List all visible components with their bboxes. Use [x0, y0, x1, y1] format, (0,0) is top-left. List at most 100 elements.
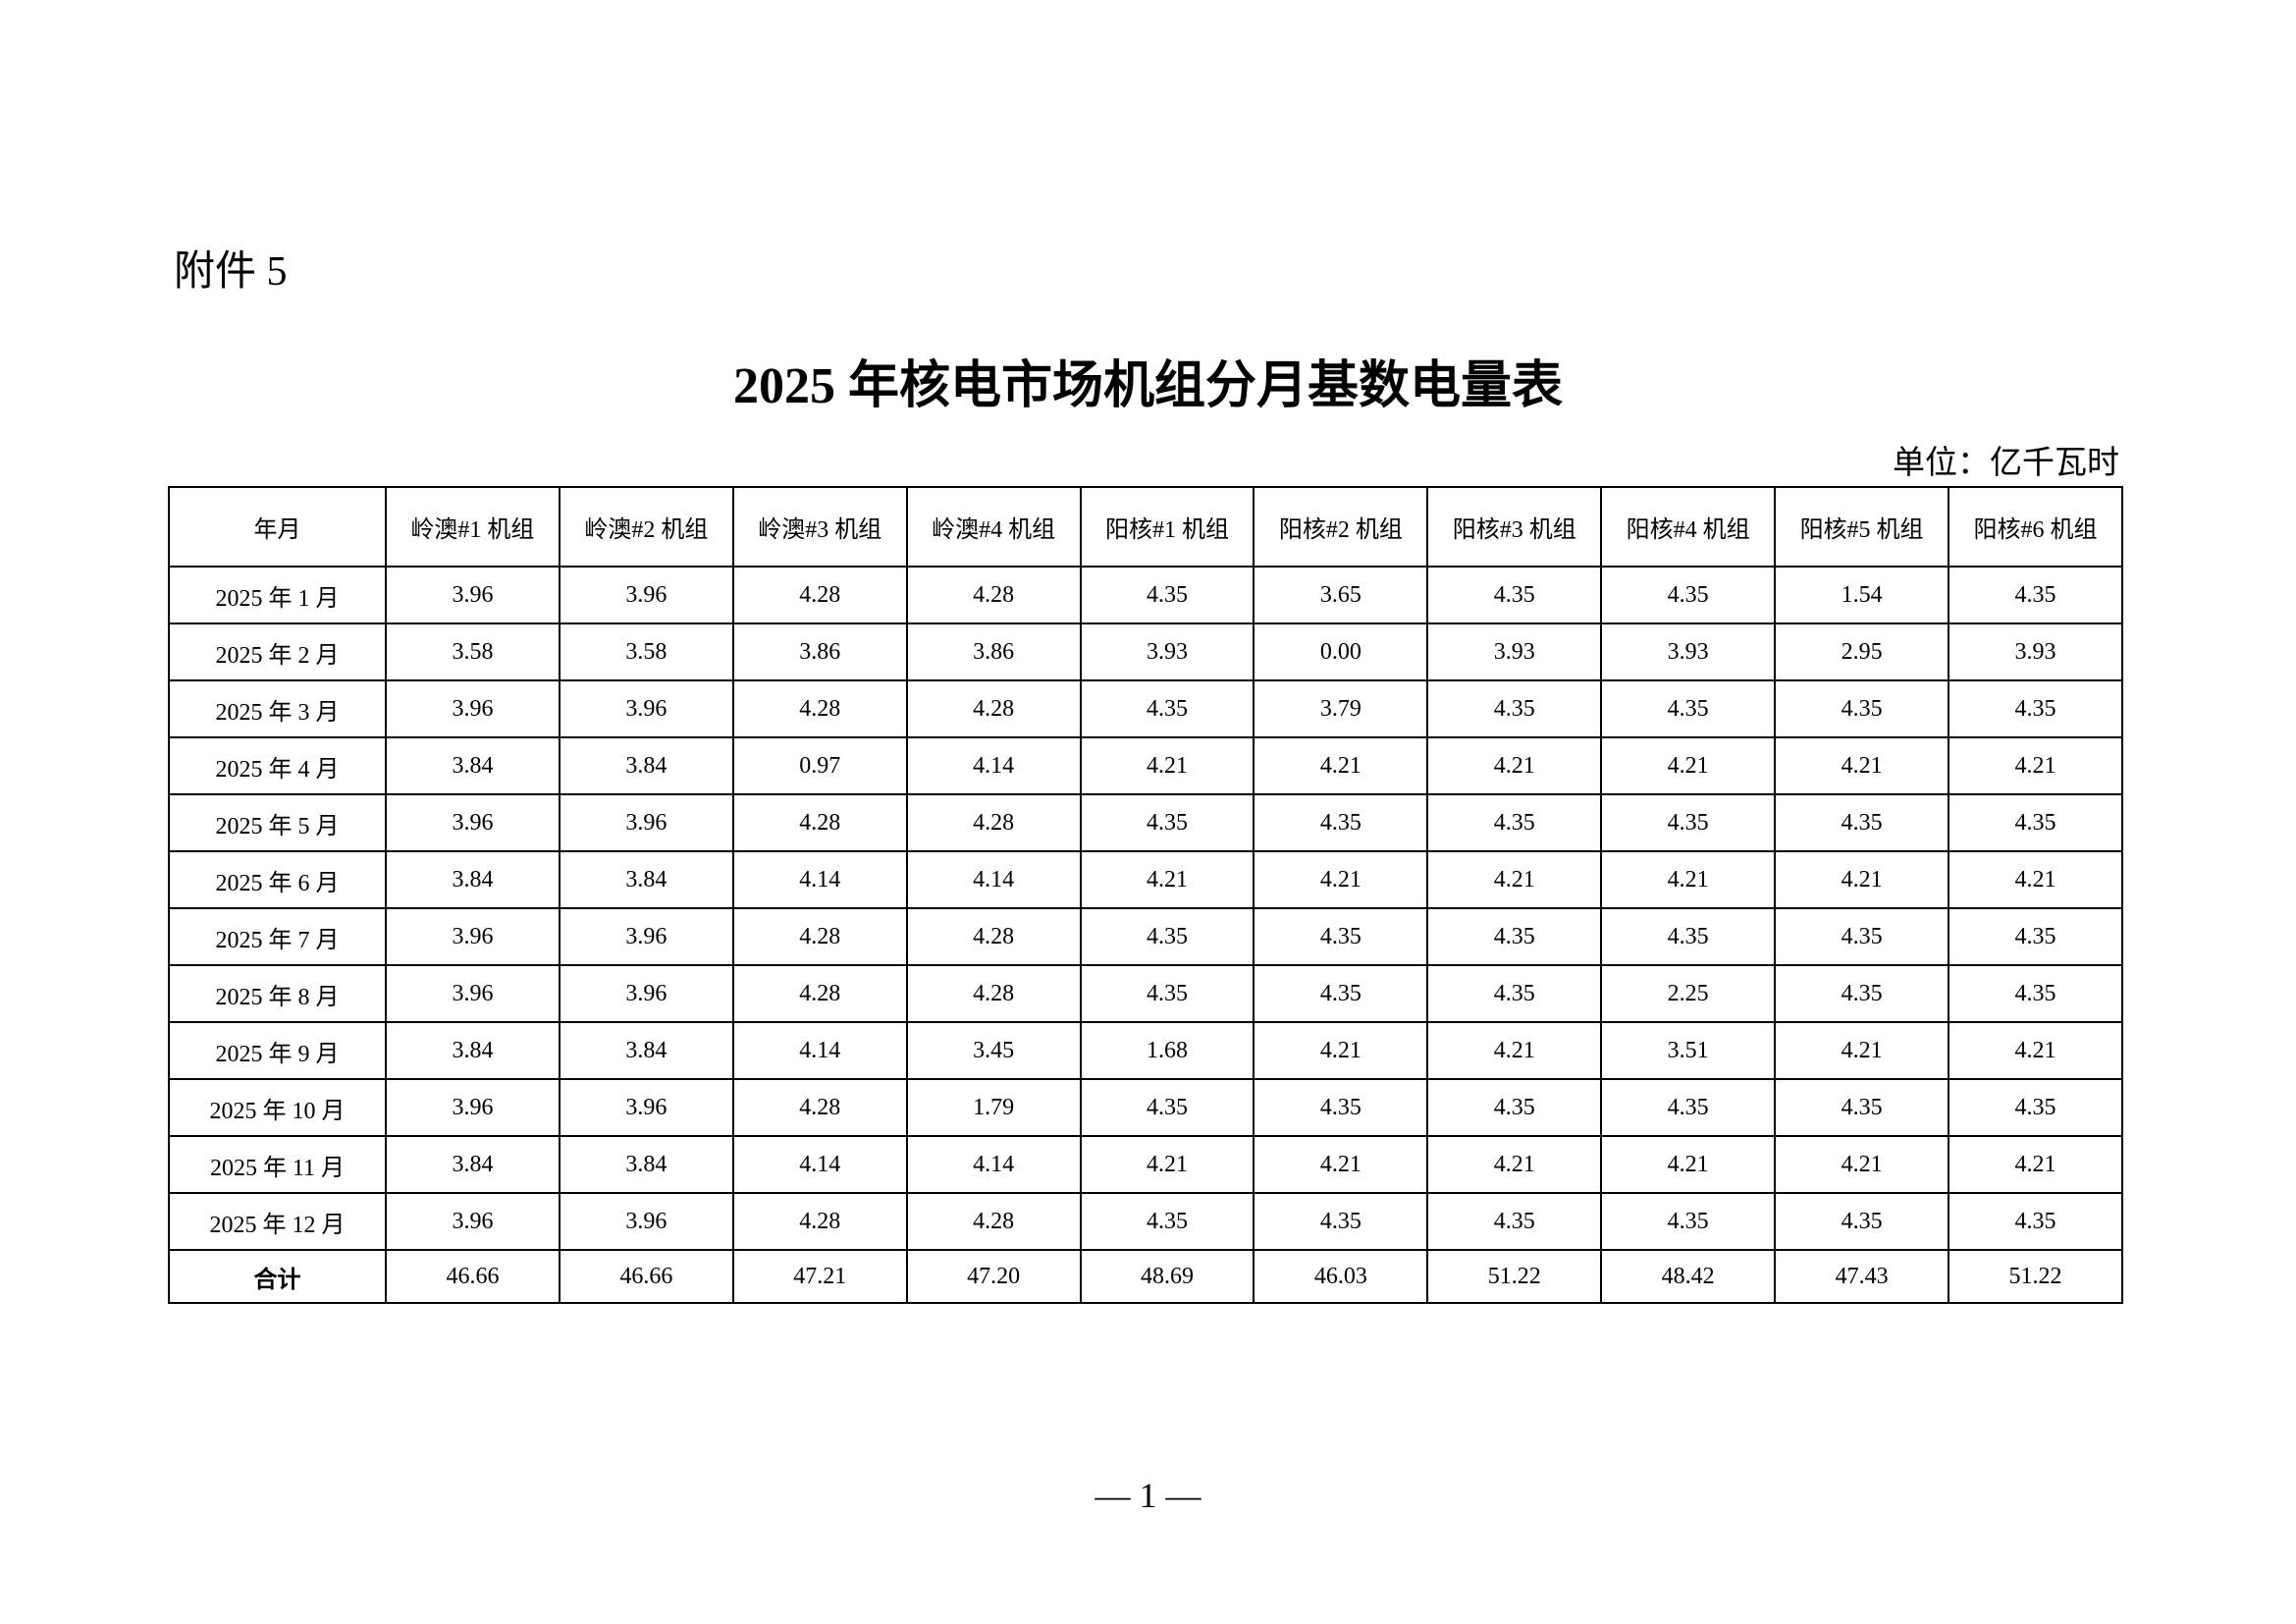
month-cell: 2025 年 6 月 — [168, 850, 387, 909]
table-row: 2025 年 1 月 3.96 3.96 4.28 4.28 4.35 3.65 4.35 4.… — [168, 566, 2123, 624]
month-cell: 2025 年 4 月 — [168, 736, 387, 795]
value-cell: 1.68 — [1079, 1021, 1255, 1080]
value-cell: 3.79 — [1253, 679, 1429, 738]
total-label: 合计 — [168, 1249, 387, 1304]
table-row: 2025 年 2 月 3.58 3.58 3.86 3.86 3.93 0.00 3.93 3.… — [168, 623, 2123, 681]
value-cell: 4.35 — [1948, 907, 2123, 966]
value-cell: 4.21 — [1253, 1135, 1429, 1194]
total-cell: 46.66 — [385, 1249, 561, 1304]
value-cell: 3.84 — [385, 850, 561, 909]
value-cell: 1.54 — [1774, 566, 1950, 624]
value-cell: 4.35 — [1253, 964, 1429, 1023]
value-cell: 4.21 — [1426, 850, 1603, 909]
total-cell: 47.43 — [1774, 1249, 1950, 1304]
value-cell: 4.28 — [905, 1192, 1082, 1251]
value-cell: 4.28 — [731, 907, 908, 966]
value-cell: 4.35 — [1426, 793, 1603, 852]
value-cell: 4.35 — [1948, 679, 2123, 738]
value-cell: 4.14 — [905, 1135, 1082, 1194]
value-cell: 3.96 — [385, 1192, 561, 1251]
value-cell: 4.35 — [1774, 679, 1950, 738]
value-cell: 4.21 — [1948, 1021, 2123, 1080]
value-cell: 4.35 — [1079, 964, 1255, 1023]
value-cell: 4.35 — [1774, 964, 1950, 1023]
value-cell: 4.35 — [1948, 566, 2123, 624]
value-cell: 4.35 — [1079, 793, 1255, 852]
value-cell: 4.35 — [1774, 1192, 1950, 1251]
table-row: 2025 年 12 月 3.96 3.96 4.28 4.28 4.35 4.35 4.35 4… — [168, 1192, 2123, 1251]
value-cell: 3.84 — [558, 736, 734, 795]
value-cell: 4.21 — [1948, 736, 2123, 795]
value-cell: 2.25 — [1600, 964, 1777, 1023]
value-cell: 3.96 — [558, 1192, 734, 1251]
value-cell: 4.21 — [1079, 850, 1255, 909]
value-cell: 4.21 — [1079, 736, 1255, 795]
value-cell: 3.86 — [905, 623, 1082, 681]
value-cell: 4.35 — [1948, 1192, 2123, 1251]
value-cell: 4.21 — [1774, 1021, 1950, 1080]
table-row: 2025 年 5 月 3.96 3.96 4.28 4.28 4.35 4.35 4.35 4.… — [168, 793, 2123, 852]
value-cell: 4.28 — [905, 566, 1082, 624]
value-cell: 3.84 — [558, 1135, 734, 1194]
value-cell: 4.21 — [1426, 1021, 1603, 1080]
value-cell: 3.86 — [731, 623, 908, 681]
column-header: 岭澳#4 机组 — [905, 486, 1082, 568]
value-cell: 3.58 — [558, 623, 734, 681]
value-cell: 4.28 — [905, 793, 1082, 852]
total-cell: 48.42 — [1600, 1249, 1777, 1304]
value-cell: 4.28 — [905, 907, 1082, 966]
month-cell: 2025 年 3 月 — [168, 679, 387, 738]
value-cell: 1.79 — [905, 1078, 1082, 1137]
value-cell: 4.21 — [1253, 850, 1429, 909]
value-cell: 4.28 — [731, 1078, 908, 1137]
value-cell: 4.35 — [1948, 964, 2123, 1023]
value-cell: 4.21 — [1600, 850, 1777, 909]
monthly-energy-table: 年月 岭澳#1 机组 岭澳#2 机组 岭澳#3 机组 岭澳#4 机组 阳核#1 机组 阳核#… — [168, 486, 2123, 1304]
value-cell: 4.35 — [1426, 566, 1603, 624]
value-cell: 4.28 — [731, 566, 908, 624]
value-cell: 3.93 — [1948, 623, 2123, 681]
total-row: 合计 46.66 46.66 47.21 47.20 48.69 46.03 51.22 48.… — [168, 1249, 2123, 1304]
value-cell: 4.35 — [1079, 679, 1255, 738]
value-cell: 4.35 — [1426, 1192, 1603, 1251]
value-cell: 4.35 — [1426, 907, 1603, 966]
value-cell: 3.96 — [385, 793, 561, 852]
value-cell: 4.14 — [731, 850, 908, 909]
column-header: 年月 — [168, 486, 387, 568]
value-cell: 3.45 — [905, 1021, 1082, 1080]
column-header: 阳核#5 机组 — [1774, 486, 1950, 568]
value-cell: 4.35 — [1253, 907, 1429, 966]
value-cell: 4.35 — [1079, 566, 1255, 624]
total-cell: 48.69 — [1079, 1249, 1255, 1304]
value-cell: 4.14 — [905, 736, 1082, 795]
value-cell: 4.21 — [1774, 850, 1950, 909]
table-row: 2025 年 4 月 3.84 3.84 0.97 4.14 4.21 4.21 4.21 4.… — [168, 736, 2123, 795]
month-cell: 2025 年 9 月 — [168, 1021, 387, 1080]
page-number: — 1 — — [1095, 1476, 1201, 1515]
month-cell: 2025 年 7 月 — [168, 907, 387, 966]
value-cell: 4.28 — [731, 679, 908, 738]
table-row: 2025 年 7 月 3.96 3.96 4.28 4.28 4.35 4.35 4.35 4.… — [168, 907, 2123, 966]
value-cell: 4.35 — [1253, 793, 1429, 852]
month-cell: 2025 年 8 月 — [168, 964, 387, 1023]
value-cell: 4.35 — [1253, 1078, 1429, 1137]
value-cell: 4.21 — [1600, 736, 1777, 795]
column-header: 阳核#6 机组 — [1948, 486, 2123, 568]
month-cell: 2025 年 5 月 — [168, 793, 387, 852]
value-cell: 4.28 — [731, 964, 908, 1023]
value-cell: 3.65 — [1253, 566, 1429, 624]
value-cell: 4.35 — [1948, 793, 2123, 852]
attachment-label: 附件 5 — [174, 249, 288, 295]
value-cell: 3.93 — [1426, 623, 1603, 681]
value-cell: 3.96 — [558, 679, 734, 738]
column-header: 阳核#1 机组 — [1079, 486, 1255, 568]
value-cell: 4.35 — [1079, 1192, 1255, 1251]
value-cell: 4.21 — [1426, 1135, 1603, 1194]
total-cell: 46.66 — [558, 1249, 734, 1304]
month-cell: 2025 年 12 月 — [168, 1192, 387, 1251]
value-cell: 4.35 — [1426, 964, 1603, 1023]
value-cell: 4.21 — [1253, 736, 1429, 795]
column-header: 岭澳#3 机组 — [731, 486, 908, 568]
total-cell: 51.22 — [1426, 1249, 1603, 1304]
value-cell: 4.21 — [1948, 1135, 2123, 1194]
